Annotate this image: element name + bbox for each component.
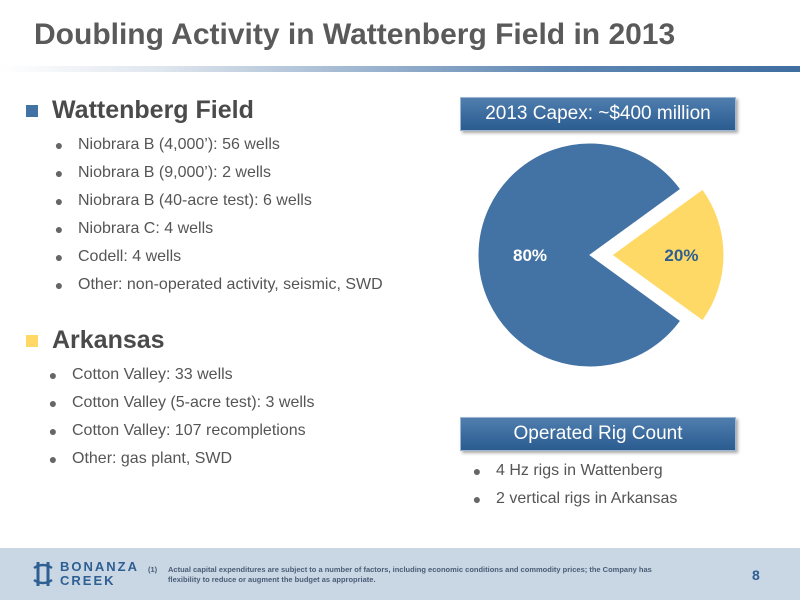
list-item: ● Cotton Valley (5-acre test): 3 wells: [42, 389, 315, 417]
droplet-icon: ●: [472, 463, 482, 479]
bullet-list: ● Niobrara B (4,000’): 56 wells ● Niobrara…: [48, 131, 383, 299]
list-item: ● Cotton Valley: 33 wells: [42, 361, 314, 389]
slice-label: 20%: [664, 246, 698, 265]
droplet-icon: ●: [54, 221, 64, 237]
slice-label: 80%: [513, 246, 547, 265]
footnote-text: Actual capital expenditures are subject …: [168, 565, 652, 584]
rig-count-box: Operated Rig Count: [460, 417, 736, 451]
footer: BONANZA CREEK (1) Actual capital expendi…: [0, 548, 800, 600]
list-item: ● Codell: 4 wells: [48, 243, 383, 271]
rig-bullet-list: ● 4 Hz rigs in Wattenberg ● 2 vertical rig…: [466, 457, 678, 513]
pie-slice-20: [611, 188, 725, 322]
logo-wordmark: BONANZA CREEK: [60, 559, 139, 588]
section-arkansas: Arkansas ● Cotton Valley: 33 wells ● Cotto…: [26, 326, 314, 473]
bullet-list: ● Cotton Valley: 33 wells ● Cotton Valley …: [42, 361, 315, 473]
list-item: ● Niobrara B (9,000’): 2 wells: [48, 159, 383, 187]
list-item: ● 2 vertical rigs in Arkansas: [466, 485, 678, 513]
list-item: ● Niobrara B (40-acre test): 6 wells: [48, 187, 383, 215]
droplet-icon: ●: [54, 277, 64, 293]
footnote-number: (1): [148, 565, 158, 574]
droplet-icon: ●: [48, 395, 58, 411]
logo-mark-icon: [33, 562, 53, 586]
droplet-icon: ●: [48, 423, 58, 439]
droplet-icon: ●: [472, 491, 482, 507]
section-heading-text: Arkansas: [52, 326, 165, 354]
droplet-icon: ●: [54, 165, 64, 181]
droplet-icon: ●: [54, 137, 64, 153]
list-item: ● Other: gas plant, SWD: [42, 445, 314, 473]
droplet-icon: ●: [48, 451, 58, 467]
droplet-icon: ●: [48, 367, 58, 383]
list-item: ● Niobrara C: 4 wells: [48, 215, 383, 243]
pie-slice-80: [477, 142, 682, 368]
list-item: ● Niobrara B (4,000’): 56 wells: [48, 131, 383, 159]
section-heading: Wattenberg Field: [26, 96, 383, 125]
droplet-icon: ●: [54, 193, 64, 209]
droplet-icon: ●: [54, 249, 64, 265]
square-bullet-icon: [26, 104, 38, 117]
square-bullet-icon: [26, 334, 38, 347]
list-item: ● Other: non-operated activity, seismic, …: [48, 271, 383, 299]
slide-title: Doubling Activity in Wattenberg Field in…: [34, 18, 676, 51]
company-logo: BONANZA CREEK: [32, 560, 139, 588]
capex-box: 2013 Capex: ~$400 million: [460, 97, 736, 131]
list-item: ● Cotton Valley: 107 recompletions: [42, 417, 314, 445]
section-heading: Arkansas: [26, 326, 314, 355]
section-heading-text: Wattenberg Field: [52, 96, 254, 124]
section-wattenberg: Wattenberg Field ● Niobrara B (4,000’): 5…: [26, 96, 383, 299]
page-number: 8: [752, 567, 760, 583]
footnote: (1) Actual capital expenditures are subj…: [148, 565, 668, 585]
title-underline: [0, 66, 800, 72]
list-item: ● 4 Hz rigs in Wattenberg: [466, 457, 677, 485]
